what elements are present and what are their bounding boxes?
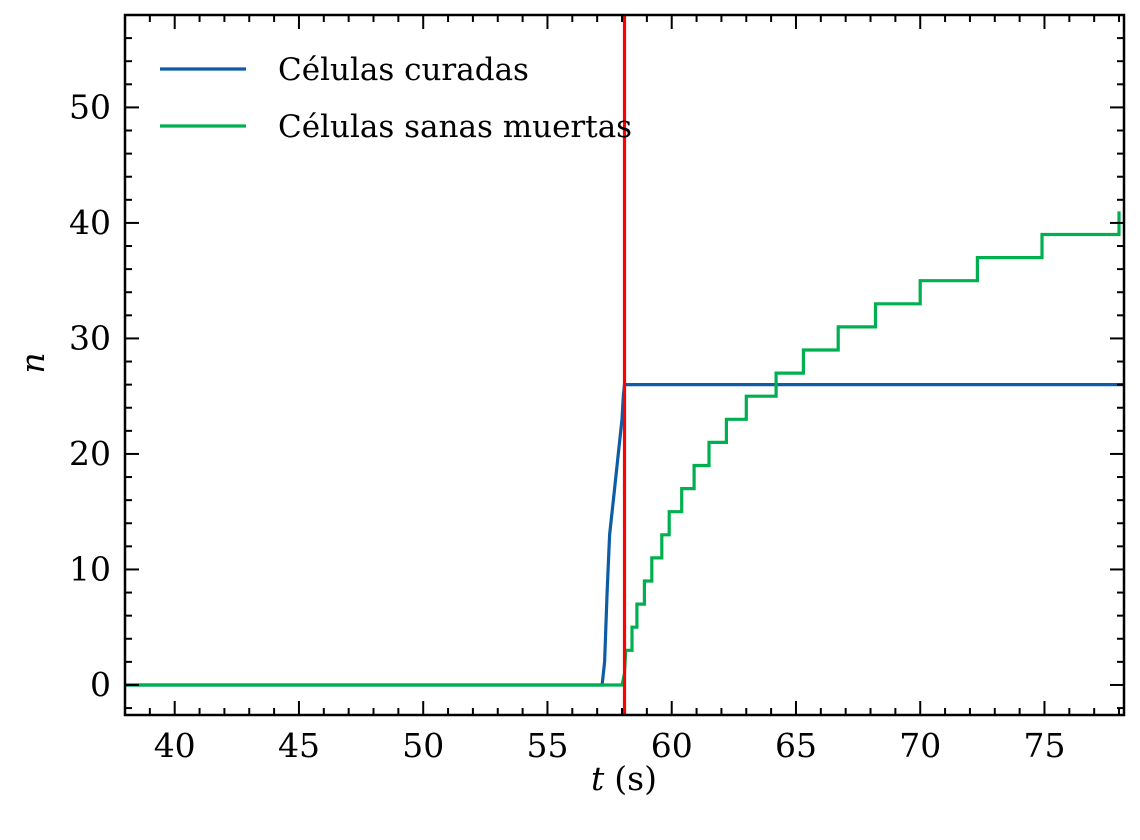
y-tick-label: 20 [69, 434, 111, 473]
series-line-2 [125, 211, 1121, 687]
axis-ticks: 40 45 50 55 60 65 70 75 0 10 20 30 40 50 [69, 14, 1124, 765]
x-tick-label: 65 [775, 726, 817, 765]
x-axis-unit: (s) [614, 759, 657, 798]
y-axis-label: n [13, 352, 52, 373]
y-tick-label: 10 [69, 549, 111, 588]
x-tick-label: 45 [278, 726, 320, 765]
y-tick-label: 40 [69, 203, 111, 242]
legend-label-1: Células curadas [278, 52, 529, 88]
legend-label-2: Células sanas muertas [278, 109, 632, 145]
x-tick-label: 50 [402, 726, 444, 765]
legend: Células curadas Células sanas muertas [160, 52, 632, 145]
x-tick-label: 75 [1023, 726, 1065, 765]
x-axis-variable: t [591, 759, 605, 798]
x-tick-label: 70 [899, 726, 941, 765]
y-tick-label: 0 [90, 665, 111, 704]
x-axis-label: t (s) [591, 759, 657, 798]
y-tick-label: 30 [69, 318, 111, 357]
x-tick-label: 55 [526, 726, 568, 765]
plot-frame [123, 13, 1126, 717]
y-tick-label: 50 [69, 87, 111, 126]
plot-area [125, 15, 1124, 715]
x-tick-label: 60 [651, 726, 693, 765]
x-tick-label: 40 [154, 726, 196, 765]
